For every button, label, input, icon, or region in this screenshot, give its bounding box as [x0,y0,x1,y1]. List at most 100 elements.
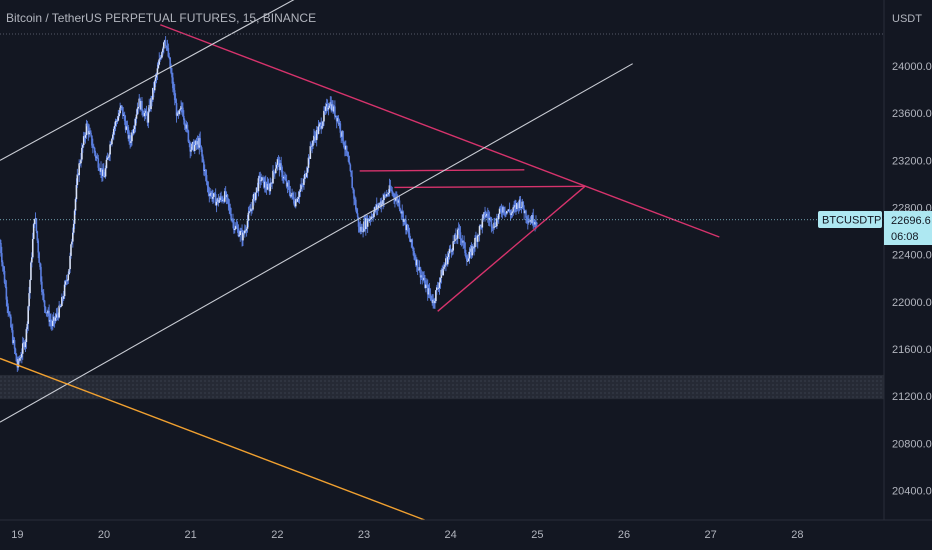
candle-body [221,198,223,201]
candle-body [130,141,132,143]
candle-body [387,192,390,195]
candle-body [259,175,262,182]
candle-body [441,269,444,276]
candle-body [289,192,292,197]
candle-body [119,107,121,114]
candle-body [235,225,238,228]
candle-body [513,206,515,208]
candle-body [168,56,171,58]
candle-body [41,281,43,293]
candle-body [413,250,415,257]
candle-body [496,218,498,227]
candle-body [421,275,424,278]
candle-body [427,288,430,295]
candle-body [469,248,472,252]
candle-body [295,199,298,202]
candle-body [329,102,332,106]
candle-body [48,310,50,322]
candle-body [14,348,17,354]
candle-body [346,152,349,157]
candle-body [408,233,411,239]
candle-body [203,161,205,172]
candle-body [307,157,310,168]
trendline-orange-6[interactable] [0,357,425,521]
candle-body [392,193,394,195]
candle-body [57,315,60,318]
candle-body [290,194,292,197]
candle-body [532,215,535,225]
candle-body [175,103,178,116]
time-axis-panel[interactable] [0,520,932,550]
candle-body [386,194,389,195]
candle-body [219,196,222,200]
candle-body [243,230,246,234]
trendline-pink-0[interactable] [160,24,720,238]
candle-body [456,229,459,239]
symbol-price-tag[interactable]: BTCUSDTPERP 22696.6 06:08 [818,211,932,245]
candle-body [42,293,45,301]
candle-body [450,249,453,252]
candle-body [232,220,234,222]
candle-body [449,248,452,250]
candle-body [380,201,383,207]
candle-body [234,225,237,229]
candle-body [519,199,522,208]
candle-body [293,197,295,204]
candle-body [11,326,13,331]
candle-body [10,316,12,327]
candle-body [395,198,397,201]
candle-body [337,118,340,124]
price-axis-ticks: 20400.0 20800.0 21200.0 21600.0 22000.0 22400… [892,61,932,497]
candle-body [155,74,158,78]
candle-body [223,191,226,202]
time-tick-label: 23 [358,529,370,541]
candle-body [415,259,418,266]
candle-body [466,257,468,262]
candle-body [393,193,395,198]
candle-body [439,277,442,283]
candle-body [495,226,497,227]
candle-body [482,214,485,219]
candle-body [191,143,193,150]
candle-body [220,196,222,199]
candle-body [173,88,175,91]
candle-body [489,218,492,219]
candle-body [20,357,22,359]
candle-body [358,226,361,228]
candle-body [415,259,417,266]
candle-body [355,209,358,214]
trendline-pink-3[interactable] [437,185,586,312]
candle-body [345,145,347,150]
candle-body [296,198,299,202]
candle-body [89,130,91,133]
candle-body [262,177,264,178]
candle-body [135,114,138,119]
candle-body [436,287,438,291]
candle-body [341,131,343,137]
candle-body [269,183,272,192]
trendline-pink-2[interactable] [394,185,586,189]
candle-body [493,222,495,229]
trendline-white-4[interactable] [0,63,633,423]
candle-body [352,188,354,190]
candle-body [33,219,36,225]
candle-body [523,208,525,214]
symbol-tag-label: BTCUSDTPERP [822,215,904,227]
candle-body [11,330,14,344]
candle-body [373,211,375,217]
candle-body [324,110,326,112]
candle-body [366,218,369,227]
price-axis-panel[interactable] [884,0,932,520]
candle-body [357,216,360,227]
candle-body [9,314,11,317]
candle-body [233,228,236,230]
candle-body [21,343,24,354]
candle-body [98,167,100,171]
candle-body [102,169,104,176]
candle-body [54,317,57,321]
candle-body [313,135,315,141]
trendline-pink-1[interactable] [359,169,525,172]
candle-body [63,284,66,297]
candle-body [281,167,283,178]
